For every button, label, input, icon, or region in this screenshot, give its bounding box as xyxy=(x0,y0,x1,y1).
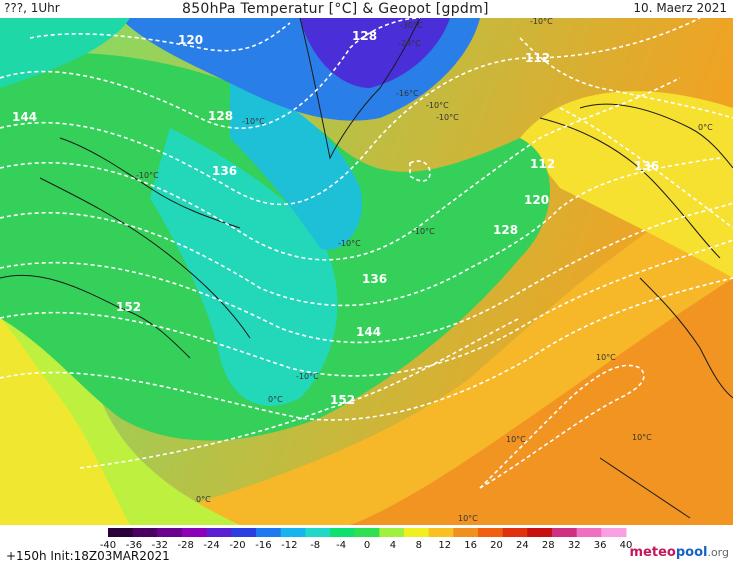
temp-label: 10°C xyxy=(596,353,616,362)
temp-label: 0°C xyxy=(196,495,211,504)
temperature-labels: -30°C -24°C -16°C -10°C -10°C -10°C -10°… xyxy=(136,18,713,523)
legend-tick-label: 8 xyxy=(416,540,422,549)
legend-tick-label: -8 xyxy=(310,540,320,549)
legend-swatch xyxy=(132,528,158,537)
legend-tick-label: -20 xyxy=(229,540,245,549)
model-run-label: +150h Init:18Z03MAR2021 xyxy=(6,549,170,563)
coastlines xyxy=(0,18,733,519)
legend-tick-label: 16 xyxy=(464,540,477,549)
purple-cold xyxy=(300,18,450,88)
isoline-label: 152 xyxy=(116,300,141,314)
legend-swatch xyxy=(108,528,134,537)
weather-map: 120 128 112 144 128 136 112 136 120 128 … xyxy=(0,18,733,525)
legend-tick-label: -4 xyxy=(336,540,346,549)
isoline-label: 136 xyxy=(362,272,387,286)
map-footer: -40 -36 -32 -28 -24 -20 -16 -12 -8 -4 0 4 8 12 16 20 24 2… xyxy=(0,525,733,566)
legend-swatch xyxy=(182,528,208,537)
temp-label: 10°C xyxy=(458,514,478,523)
legend-swatch xyxy=(527,528,553,537)
legend-swatch xyxy=(552,528,578,537)
map-header: ???, 1Uhr 850hPa Temperatur [°C] & Geopo… xyxy=(0,0,733,18)
legend-swatch xyxy=(256,528,282,537)
yellow-northeast xyxy=(520,91,733,278)
legend-tick-label: 20 xyxy=(490,540,503,549)
isoline-label: 128 xyxy=(493,223,518,237)
cyan-north xyxy=(230,78,362,250)
isoline-label: 120 xyxy=(524,193,549,207)
temp-label: -10°C xyxy=(242,117,265,126)
legend-tick-label: 24 xyxy=(516,540,529,549)
legend-swatch xyxy=(379,528,405,537)
forecast-time-label: ???, 1Uhr xyxy=(4,1,60,15)
isoline-labels: 120 128 112 144 128 136 112 136 120 128 … xyxy=(12,29,659,407)
legend-tick-label: -16 xyxy=(255,540,271,549)
teal-northwest xyxy=(0,18,130,88)
temp-label: 0°C xyxy=(698,123,713,132)
temp-label: 10°C xyxy=(632,433,652,442)
temp-label: -24°C xyxy=(398,39,421,48)
legend-tick-label: -24 xyxy=(203,540,219,549)
legend-swatch xyxy=(280,528,306,537)
legend-tick-label: 4 xyxy=(390,540,396,549)
temp-label: -10°C xyxy=(436,113,459,122)
isoline-label: 152 xyxy=(330,393,355,407)
isoline-label: 144 xyxy=(356,325,381,339)
meteopool-logo[interactable]: meteopool.org xyxy=(630,545,730,560)
legend-tick-label: 12 xyxy=(438,540,451,549)
isoline-label: 120 xyxy=(178,33,203,47)
legend-swatch xyxy=(428,528,454,537)
temp-label: -10°C xyxy=(296,372,319,381)
isoline-label: 128 xyxy=(352,29,377,43)
legend-tick-label: -40 xyxy=(100,540,116,549)
mild-region xyxy=(120,178,733,525)
temp-label: -30°C xyxy=(400,21,423,30)
valid-date: 10. Maerz 2021 xyxy=(633,1,727,15)
temperature-map-svg: 120 128 112 144 128 136 112 136 120 128 … xyxy=(0,18,733,525)
isoline-label: 136 xyxy=(634,159,659,173)
legend-swatch xyxy=(453,528,479,537)
legend-swatch xyxy=(576,528,602,537)
legend-tick-label: -36 xyxy=(126,540,142,549)
legend-swatch xyxy=(206,528,232,537)
isoline-label: 144 xyxy=(12,110,37,124)
legend-tick-label: 40 xyxy=(620,540,633,549)
logo-text-accent: pool xyxy=(675,545,708,560)
legend-swatch xyxy=(502,528,528,537)
legend-tick-label: 36 xyxy=(594,540,607,549)
isoline-label: 128 xyxy=(208,109,233,123)
temp-label: 10°C xyxy=(506,435,526,444)
legend-swatch xyxy=(157,528,183,537)
temp-label: -16°C xyxy=(396,89,419,98)
map-title: 850hPa Temperatur [°C] & Geopot [gpdm] xyxy=(182,1,489,17)
color-legend: -40 -36 -32 -28 -24 -20 -16 -12 -8 -4 0 4 8 12 16 20 24 2… xyxy=(100,528,633,549)
temp-label: -10°C xyxy=(530,18,553,26)
legend-tick-label: -12 xyxy=(281,540,297,549)
legend-tick-label: -28 xyxy=(178,540,194,549)
legend-swatch xyxy=(330,528,356,537)
legend-swatch xyxy=(305,528,331,537)
temp-label: -10°C xyxy=(426,101,449,110)
legend-tick-label: -32 xyxy=(152,540,168,549)
temp-label: -10°C xyxy=(136,171,159,180)
legend-tick-label: 28 xyxy=(542,540,555,549)
legend-swatch xyxy=(601,528,627,537)
isoline-label: 112 xyxy=(525,51,550,65)
isoline-label: 136 xyxy=(212,164,237,178)
temp-label: -10°C xyxy=(338,239,361,248)
legend-swatch xyxy=(478,528,504,537)
temp-label: 0°C xyxy=(268,395,283,404)
geopotential-isolines xyxy=(0,18,733,489)
logo-text-suffix: .org xyxy=(707,546,729,559)
legend-tick-label: 32 xyxy=(568,540,581,549)
isoline-label: 112 xyxy=(530,157,555,171)
temp-label: -10°C xyxy=(412,227,435,236)
legend-tick-label: 0 xyxy=(364,540,370,549)
legend-swatch xyxy=(231,528,257,537)
logo-text-main: meteo xyxy=(629,545,676,560)
cyan-trough xyxy=(150,128,338,406)
legend-swatch xyxy=(354,528,380,537)
yellow-west xyxy=(0,308,130,525)
legend-swatch xyxy=(404,528,430,537)
